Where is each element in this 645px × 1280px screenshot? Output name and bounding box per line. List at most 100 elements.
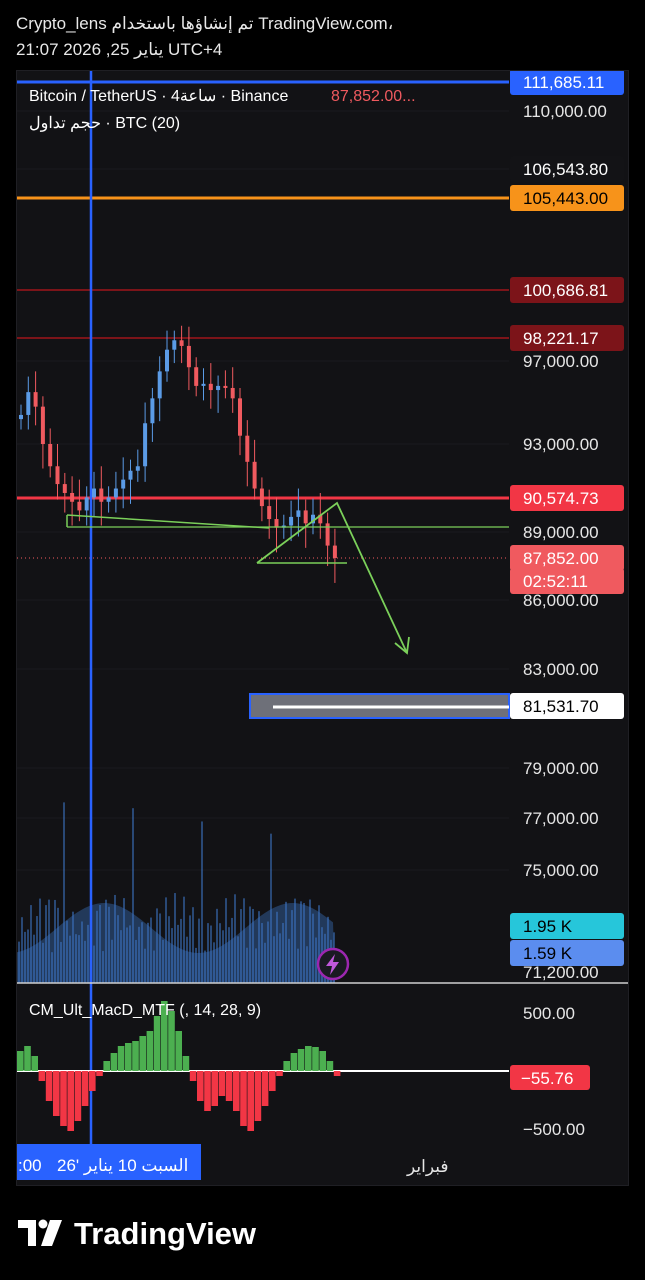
volume-bar (54, 899, 56, 983)
volume-bar (105, 899, 107, 983)
macd-bar (319, 1051, 326, 1071)
candle-body (259, 488, 264, 507)
volume-bar (216, 908, 218, 983)
macd-bar (17, 1051, 24, 1071)
macd-axis-label-bottom: −500.00 (523, 1120, 585, 1139)
volume-bar (306, 946, 308, 983)
price-badge-text: 87,852.00 (523, 549, 599, 568)
volume-bar (93, 945, 95, 983)
price-badge: 1.95 K (510, 913, 624, 939)
chart-panel[interactable]: 110,000.00 97,000.00 93,000.00 89,000.00 86,… (16, 70, 629, 1186)
price-badge-bg (510, 485, 624, 511)
candle-body (216, 385, 221, 391)
macd-bar (269, 1071, 276, 1091)
volume-bar (174, 893, 176, 983)
price-axis-label: 93,000.00 (523, 435, 599, 454)
candle-body (267, 506, 272, 520)
price-badge-bg (510, 940, 624, 966)
candle-body (194, 367, 199, 386)
macd-bar (139, 1036, 146, 1071)
macd-bar (261, 1071, 269, 1106)
macd-bar (182, 1056, 190, 1071)
volume-bar (84, 940, 86, 983)
candle-body (274, 519, 279, 528)
candle-body (33, 392, 38, 407)
price-axis-label: 71,200.00 (523, 963, 599, 982)
lightning-button[interactable] (316, 947, 350, 981)
price-badge-bg (510, 693, 624, 719)
volume-bar (252, 908, 254, 983)
author-line: Crypto_lens تم إنشاؤها باستخدام TradingV… (16, 14, 394, 33)
macd-bar (31, 1056, 38, 1071)
macd-bar (175, 1031, 182, 1071)
volume-bar (60, 941, 62, 983)
volume-bar (276, 911, 278, 983)
candle-body (186, 345, 191, 368)
price-badge-text: 81,531.70 (523, 697, 599, 716)
price-badge-text: 1.95 K (523, 917, 573, 936)
volume-bar (117, 915, 119, 983)
candle-body (135, 466, 140, 471)
symbol-legend[interactable]: Bitcoin / TetherUS · 4ساعة · Binance (29, 88, 288, 105)
volume-bar (312, 913, 314, 983)
volume-bar (87, 924, 89, 983)
price-badge-bg (510, 185, 624, 211)
macd-bar (204, 1071, 211, 1111)
volume-bar (96, 910, 98, 983)
volume-bar (75, 934, 77, 983)
volume-legend[interactable]: حجم تداول · BTC (20) (29, 115, 180, 132)
macd-bar (305, 1046, 312, 1071)
volume-bar (63, 802, 65, 983)
macd-bar (153, 1016, 161, 1071)
volume-bar (78, 935, 80, 983)
time-axis-date: السبت 10 يناير '26 (57, 1156, 188, 1176)
candle-body (172, 340, 177, 350)
chart-canvas[interactable]: 110,000.00 97,000.00 93,000.00 89,000.00 86,… (17, 71, 629, 1186)
candle-body (55, 466, 60, 485)
candle-body (201, 383, 206, 386)
volume-bar (285, 901, 287, 983)
lightning-icon (326, 954, 339, 975)
macd-bar (276, 1071, 283, 1076)
volume-bar (261, 923, 263, 983)
candle-body (113, 488, 118, 498)
volume-bar (81, 921, 83, 983)
candle-body (84, 497, 89, 511)
price-badge-bg (510, 71, 624, 95)
volume-bar (249, 906, 251, 983)
volume-bar (207, 923, 209, 983)
macd-bar (297, 1049, 305, 1071)
volume-bar (180, 918, 182, 983)
price-badge-bg (510, 913, 624, 939)
price-axis-label: 83,000.00 (523, 660, 599, 679)
macd-bar (96, 1071, 103, 1076)
volume-bar (297, 948, 299, 983)
last-price-legend: 87,852.00... (331, 88, 416, 105)
volume-bar (168, 916, 170, 983)
price-badge-text: 105,443.00 (523, 189, 608, 208)
candle-body (143, 423, 148, 467)
macd-bar (125, 1043, 132, 1071)
candle-body (77, 501, 82, 511)
time-axis-highlight (17, 1144, 201, 1180)
volume-bar (204, 950, 206, 983)
candle-body (332, 545, 337, 558)
volume-bar (300, 901, 302, 983)
volume-bar (126, 927, 128, 983)
volume-bar (258, 911, 260, 983)
candle-body (230, 387, 235, 399)
macd-legend[interactable]: CM_Ult_MacD_MTF (, 14, 28, 9) (29, 1002, 261, 1019)
price-axis-label: 75,000.00 (523, 861, 599, 880)
volume-bar (282, 922, 284, 983)
candle-body (150, 398, 155, 424)
volume-bar (315, 937, 317, 983)
macd-bar (312, 1047, 319, 1071)
candle-body (296, 510, 301, 517)
volume-bar (273, 936, 275, 983)
volume-bar (123, 898, 125, 983)
volume-bar (303, 903, 305, 983)
macd-bar (197, 1071, 204, 1101)
volume-bar (45, 905, 47, 983)
macd-value-text: −55.76 (521, 1069, 573, 1088)
price-badge-text: 106,543.80 (523, 160, 608, 179)
